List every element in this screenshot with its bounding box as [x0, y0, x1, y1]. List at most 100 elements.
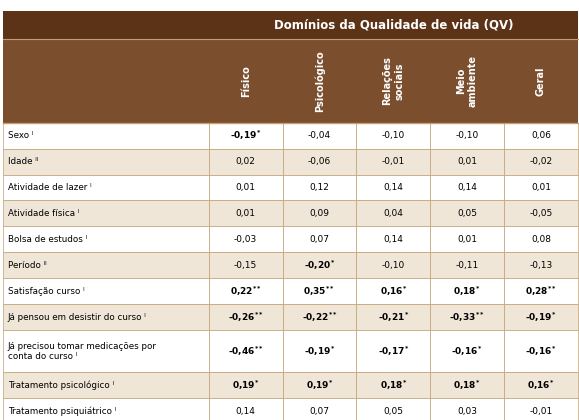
- Bar: [3, 11, 578, 39]
- Bar: [283, 331, 356, 372]
- Bar: [504, 372, 578, 398]
- Text: 0,19$^{\mathregular{*}}$: 0,19$^{\mathregular{*}}$: [232, 378, 259, 392]
- Text: 0,05: 0,05: [383, 407, 404, 416]
- Text: -0,46$^{\mathregular{**}}$: -0,46$^{\mathregular{**}}$: [228, 344, 263, 358]
- Bar: [504, 200, 578, 226]
- Text: 0,06: 0,06: [531, 131, 551, 140]
- Text: -0,01: -0,01: [382, 157, 405, 166]
- Text: -0,13: -0,13: [529, 261, 552, 270]
- Text: -0,19$^{\mathregular{*}}$: -0,19$^{\mathregular{*}}$: [525, 311, 556, 324]
- Bar: [283, 304, 356, 331]
- Text: 0,05: 0,05: [457, 209, 477, 218]
- Bar: [208, 278, 283, 304]
- Bar: [3, 278, 208, 304]
- Text: 0,22$^{\mathregular{**}}$: 0,22$^{\mathregular{**}}$: [230, 285, 262, 298]
- Bar: [3, 372, 208, 398]
- Text: Psicológico: Psicológico: [314, 50, 325, 112]
- Text: -0,10: -0,10: [382, 261, 405, 270]
- Bar: [283, 174, 356, 200]
- Bar: [356, 304, 430, 331]
- Bar: [504, 278, 578, 304]
- Bar: [356, 39, 430, 123]
- Bar: [283, 200, 356, 226]
- Bar: [430, 278, 504, 304]
- Text: Bolsa de estudos ᴵ: Bolsa de estudos ᴵ: [8, 235, 87, 244]
- Text: 0,07: 0,07: [309, 235, 329, 244]
- Bar: [356, 149, 430, 174]
- Text: Tratamento psiquiátrico ᴵ: Tratamento psiquiátrico ᴵ: [8, 407, 116, 416]
- Text: 0,18$^{\mathregular{*}}$: 0,18$^{\mathregular{*}}$: [380, 378, 407, 392]
- Text: -0,02: -0,02: [529, 157, 552, 166]
- Bar: [504, 39, 578, 123]
- Text: Satisfação curso ᴵ: Satisfação curso ᴵ: [8, 287, 84, 296]
- Bar: [356, 398, 430, 420]
- Text: 0,16$^{\mathregular{*}}$: 0,16$^{\mathregular{*}}$: [380, 285, 407, 298]
- Text: Atividade física ᴵ: Atividade física ᴵ: [8, 209, 79, 218]
- Bar: [3, 398, 208, 420]
- Text: 0,18$^{\mathregular{*}}$: 0,18$^{\mathregular{*}}$: [453, 378, 481, 392]
- Text: -0,04: -0,04: [308, 131, 331, 140]
- Bar: [430, 331, 504, 372]
- Text: 0,01: 0,01: [236, 183, 256, 192]
- Text: 0,16$^{\mathregular{*}}$: 0,16$^{\mathregular{*}}$: [527, 378, 555, 392]
- Text: -0,21$^{\mathregular{*}}$: -0,21$^{\mathregular{*}}$: [378, 311, 409, 324]
- Bar: [208, 252, 283, 278]
- Bar: [208, 174, 283, 200]
- Text: -0,22$^{\mathregular{**}}$: -0,22$^{\mathregular{**}}$: [302, 311, 338, 324]
- Text: 0,08: 0,08: [531, 235, 551, 244]
- Bar: [3, 149, 208, 174]
- Bar: [356, 278, 430, 304]
- Text: Tratamento psicológico ᴵ: Tratamento psicológico ᴵ: [8, 381, 113, 390]
- Bar: [283, 278, 356, 304]
- Text: 0,18$^{\mathregular{*}}$: 0,18$^{\mathregular{*}}$: [453, 285, 481, 298]
- Bar: [3, 123, 208, 149]
- Text: -0,16$^{\mathregular{*}}$: -0,16$^{\mathregular{*}}$: [452, 344, 483, 358]
- Bar: [356, 200, 430, 226]
- Text: Domínios da Qualidade de vida (QV): Domínios da Qualidade de vida (QV): [273, 19, 513, 32]
- Text: Relações
sociais: Relações sociais: [383, 56, 404, 105]
- Bar: [283, 149, 356, 174]
- Text: Geral: Geral: [536, 66, 546, 96]
- Bar: [430, 200, 504, 226]
- Text: 0,14: 0,14: [383, 235, 403, 244]
- Bar: [430, 39, 504, 123]
- Bar: [3, 331, 208, 372]
- Text: 0,19$^{\mathregular{*}}$: 0,19$^{\mathregular{*}}$: [306, 378, 333, 392]
- Bar: [356, 372, 430, 398]
- Bar: [283, 398, 356, 420]
- Text: 0,09: 0,09: [309, 209, 329, 218]
- Bar: [430, 252, 504, 278]
- Bar: [430, 123, 504, 149]
- Text: Idade ᴵᴵ: Idade ᴵᴵ: [8, 157, 38, 166]
- Bar: [208, 372, 283, 398]
- Bar: [430, 149, 504, 174]
- Text: Meio
ambiente: Meio ambiente: [456, 55, 478, 107]
- Bar: [3, 200, 208, 226]
- Text: 0,01: 0,01: [531, 183, 551, 192]
- Text: -0,06: -0,06: [308, 157, 331, 166]
- Bar: [283, 372, 356, 398]
- Text: 0,14: 0,14: [383, 183, 403, 192]
- Bar: [504, 149, 578, 174]
- Text: -0,01: -0,01: [529, 407, 552, 416]
- Bar: [208, 304, 283, 331]
- Text: -0,26$^{\mathregular{**}}$: -0,26$^{\mathregular{**}}$: [228, 311, 263, 324]
- Text: Já precisou tomar medicações por
conta do curso ᴵ: Já precisou tomar medicações por conta d…: [8, 341, 156, 361]
- Text: 0,35$^{\mathregular{**}}$: 0,35$^{\mathregular{**}}$: [303, 285, 335, 298]
- Bar: [430, 372, 504, 398]
- Text: -0,33$^{\mathregular{**}}$: -0,33$^{\mathregular{**}}$: [449, 311, 485, 324]
- Text: 0,01: 0,01: [457, 157, 477, 166]
- Bar: [504, 123, 578, 149]
- Bar: [430, 398, 504, 420]
- Text: 0,12: 0,12: [310, 183, 329, 192]
- Text: Atividade de lazer ᴵ: Atividade de lazer ᴵ: [8, 183, 91, 192]
- Bar: [208, 123, 283, 149]
- Bar: [283, 123, 356, 149]
- Bar: [3, 174, 208, 200]
- Text: Período ᴵᴵ: Período ᴵᴵ: [8, 261, 46, 270]
- Bar: [356, 123, 430, 149]
- Text: -0,11: -0,11: [456, 261, 479, 270]
- Bar: [3, 39, 208, 123]
- Text: 0,02: 0,02: [236, 157, 255, 166]
- Bar: [356, 174, 430, 200]
